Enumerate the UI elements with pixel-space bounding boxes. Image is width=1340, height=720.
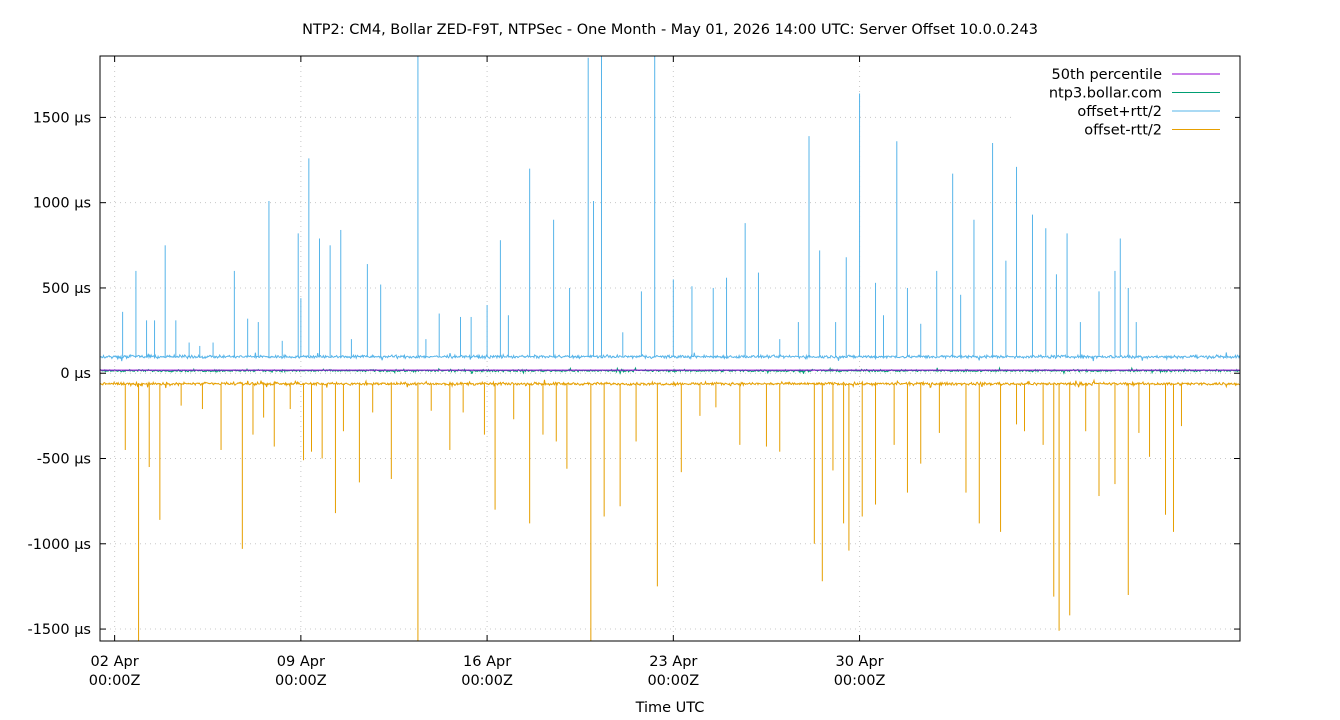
legend: 50th percentile ntp3.bollar.com offset+rtt… (1015, 62, 1235, 140)
legend-label: 50th percentile (1052, 67, 1163, 83)
x-tick-label-time: 00:00Z (461, 673, 513, 689)
grid-lines (100, 56, 1240, 641)
y-tick-label: 1000 µs (33, 196, 91, 212)
legend-background (1015, 62, 1235, 140)
y-tick-label: -500 µs (37, 452, 91, 468)
y-tick-label: 1500 µs (33, 110, 91, 126)
x-axis: 02 Apr 00:00Z 09 Apr 00:00Z 16 Apr 00:00Z 23 A… (89, 56, 886, 689)
x-tick-label-date: 09 Apr (277, 654, 325, 670)
x-tick-label-date: 16 Apr (463, 654, 511, 670)
x-tick-label-time: 00:00Z (275, 673, 327, 689)
x-tick-label-date: 23 Apr (649, 654, 697, 670)
y-tick-label: 0 µs (60, 366, 91, 382)
y-tick-label: 500 µs (42, 281, 91, 297)
x-tick-label-date: 02 Apr (91, 654, 139, 670)
x-tick-label-time: 00:00Z (647, 673, 699, 689)
x-tick-label-time: 00:00Z (89, 673, 141, 689)
y-axis: 1500 µs 1000 µs 500 µs 0 µs -500 µs -1000 µs -… (27, 110, 1240, 638)
y-tick-label: -1000 µs (27, 537, 91, 553)
plot-frame (99, 55, 1241, 642)
plot-area (100, 56, 1240, 641)
x-tick-label-time: 00:00Z (834, 673, 886, 689)
series-offset-plus-rtt-band (100, 352, 1240, 362)
legend-label: ntp3.bollar.com (1049, 86, 1162, 102)
series-offset-minus-rtt-band (100, 378, 1240, 389)
legend-label: offset+rtt/2 (1077, 104, 1162, 120)
chart-title: NTP2: CM4, Bollar ZED-F9T, NTPSec - One … (302, 22, 1038, 38)
x-tick-label-date: 30 Apr (835, 654, 883, 670)
y-tick-label: -1500 µs (27, 622, 91, 638)
x-axis-label: Time UTC (635, 700, 705, 716)
legend-label: offset-rtt/2 (1084, 123, 1162, 139)
